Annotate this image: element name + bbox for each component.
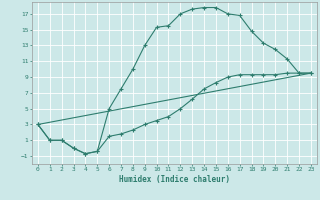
- X-axis label: Humidex (Indice chaleur): Humidex (Indice chaleur): [119, 175, 230, 184]
